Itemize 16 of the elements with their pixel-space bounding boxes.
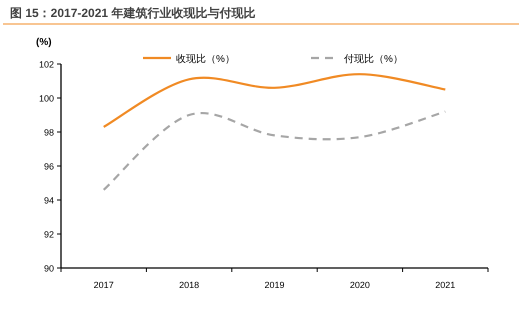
y-tick-label: 102	[38, 60, 54, 70]
x-tick-label: 2021	[435, 280, 456, 290]
legend-label: 收现比（%）	[176, 53, 235, 65]
x-tick-label: 2017	[94, 280, 114, 290]
y-tick-label: 98	[44, 128, 54, 138]
x-tick-label: 2018	[179, 280, 200, 290]
x-tick-label: 2019	[264, 280, 285, 290]
chart-title: 图 15：2017-2021 年建筑行业收现比与付现比	[10, 6, 256, 20]
legend-label: 付现比（%）	[344, 53, 403, 65]
y-tick-label: 100	[38, 94, 54, 104]
y-tick-label: 94	[44, 196, 54, 206]
y-axis-title: (%)	[36, 37, 52, 48]
x-tick-label: 2020	[350, 280, 370, 290]
y-tick-label: 92	[44, 230, 54, 240]
y-tick-label: 90	[44, 264, 54, 274]
y-tick-label: 96	[44, 162, 54, 172]
